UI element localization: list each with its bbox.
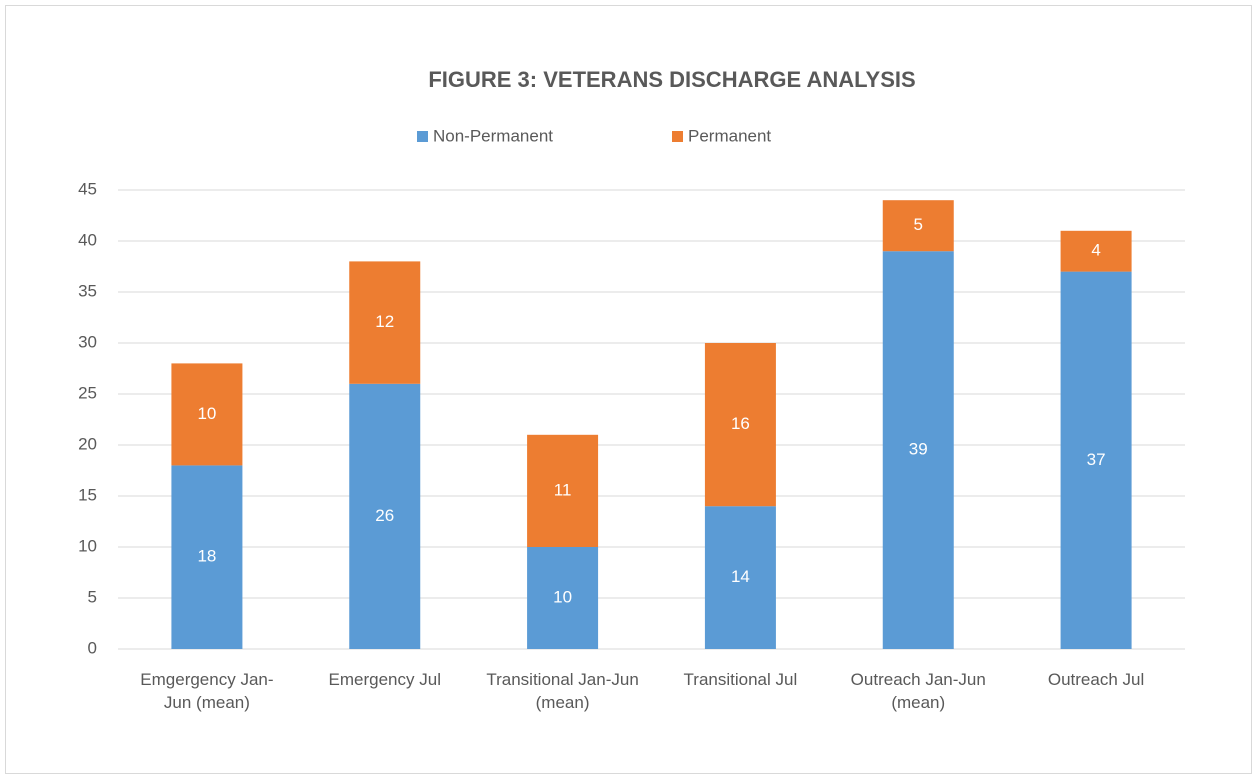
legend-label: Non-Permanent [433, 126, 553, 145]
x-tick-label: Transitional Jul [683, 670, 798, 689]
bar-segment [704, 343, 776, 507]
y-tick-label: 0 [88, 638, 97, 657]
bar-segment [171, 465, 243, 649]
y-tick-label: 20 [78, 434, 97, 453]
bar-segment [704, 506, 776, 649]
x-tick-label: Outreach Jul [1047, 670, 1145, 689]
y-tick-label: 40 [78, 230, 97, 249]
legend-label: Permanent [688, 126, 771, 145]
legend-swatch [672, 131, 683, 142]
x-tick-label: Emergency Jul [328, 670, 441, 689]
data-label: 10 [197, 404, 216, 423]
y-tick-label: 25 [78, 383, 97, 402]
chart-title: FIGURE 3: VETERANS DISCHARGE ANALYSIS [428, 67, 915, 92]
bar-segment [1060, 230, 1132, 272]
bar-segment [1060, 271, 1132, 649]
y-tick-label: 10 [78, 536, 97, 555]
data-label: 37 [1087, 450, 1106, 469]
data-label: 5 [914, 215, 923, 234]
bar-segment [349, 383, 421, 649]
data-label: 10 [553, 587, 572, 606]
data-label: 16 [731, 414, 750, 433]
x-tick-label: Transitional Jan-Jun (mean) [486, 670, 639, 712]
legend-swatch [417, 131, 428, 142]
data-label: 4 [1091, 241, 1100, 260]
data-label: 26 [375, 506, 394, 525]
data-label: 11 [554, 480, 572, 499]
bar-segment [527, 547, 599, 649]
bar-segment [171, 363, 243, 466]
y-tick-label: 30 [78, 332, 97, 351]
bar-segment [882, 200, 954, 252]
bar-segment [882, 251, 954, 649]
x-tick-label: Outreach Jan-Jun (mean) [850, 670, 986, 712]
y-tick-label: 45 [78, 179, 97, 198]
data-label: 14 [731, 567, 750, 586]
bar-segment [527, 434, 599, 547]
data-label: 39 [909, 440, 928, 459]
x-tick-label: Emgergency Jan-Jun (mean) [140, 670, 274, 712]
bar-segment [349, 261, 421, 384]
data-label: 18 [197, 547, 216, 566]
y-tick-label: 5 [88, 587, 97, 606]
data-label: 12 [375, 312, 394, 331]
y-tick-label: 35 [78, 281, 97, 300]
y-tick-label: 15 [78, 485, 97, 504]
